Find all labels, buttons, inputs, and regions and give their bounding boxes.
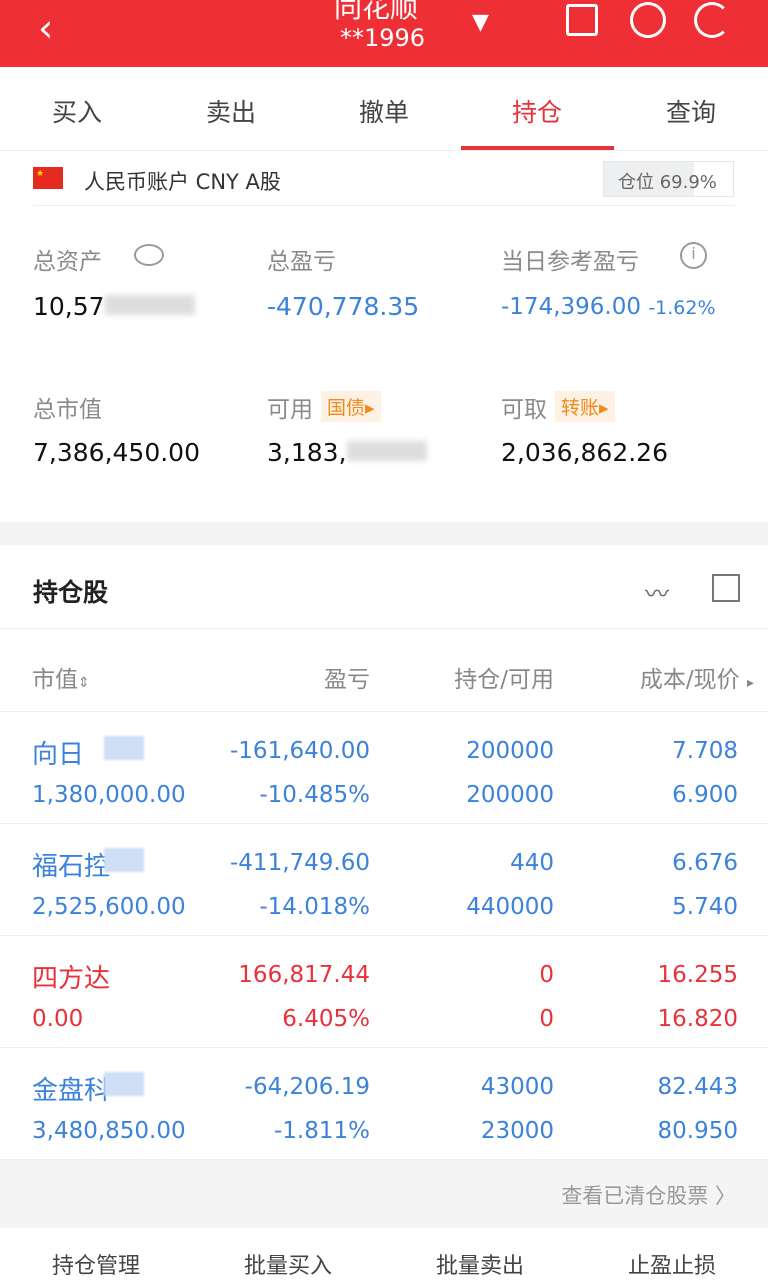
- total-assets-value: 10,57: [33, 292, 195, 321]
- holding-row[interactable]: 金盘科 3,480,850.00 -64,206.19 -1.811% 4300…: [0, 1048, 768, 1160]
- profit-loss-pct: 6.405%: [282, 1006, 370, 1032]
- withdrawable-value: 2,036,862.26: [501, 438, 668, 467]
- stop-profit-loss-button[interactable]: 止盈止损: [627, 1254, 716, 1279]
- holdings-title: 持仓股: [33, 578, 109, 607]
- divider: [0, 628, 768, 629]
- current-price: 80.950: [657, 1118, 738, 1144]
- eye-icon[interactable]: [134, 244, 164, 266]
- tab-holdings[interactable]: 持仓: [511, 98, 562, 127]
- profit-loss-pct: -10.485%: [259, 782, 370, 808]
- stock-name: 向日: [32, 740, 85, 770]
- current-price: 5.740: [672, 894, 738, 920]
- total-pl-value: -470,778.35: [267, 292, 420, 321]
- daily-pl-value: -174,396.00 -1.62%: [501, 294, 716, 320]
- privacy-mask: [104, 1072, 144, 1096]
- tab-sell[interactable]: 卖出: [205, 98, 256, 127]
- withdrawable-label: 可取 转账▸: [501, 390, 615, 424]
- position-badge: 仓位 69.9%: [603, 161, 734, 197]
- manage-holdings-button[interactable]: 持仓管理: [51, 1254, 140, 1279]
- cost-price: 82.443: [657, 1074, 738, 1100]
- share-icon[interactable]: [566, 4, 598, 36]
- profit-loss: 166,817.44: [238, 962, 370, 988]
- batch-sell-button[interactable]: 批量卖出: [435, 1254, 524, 1279]
- market-value: 2,525,600.00: [32, 894, 186, 920]
- market-value: 1,380,000.00: [32, 782, 186, 808]
- column-pl[interactable]: 盈亏: [324, 667, 370, 693]
- holding-qty: 200000: [466, 738, 554, 764]
- cn-flag-icon: ★: [33, 167, 63, 189]
- holding-row[interactable]: 向日 1,380,000.00 -161,640.00 -10.485% 200…: [0, 712, 768, 824]
- bar-chart-icon[interactable]: [712, 574, 740, 602]
- privacy-mask: [104, 848, 144, 872]
- account-dropdown-icon[interactable]: ▼: [472, 10, 489, 35]
- divider: [33, 205, 735, 206]
- column-position[interactable]: 持仓/可用: [454, 667, 554, 693]
- market-value: 3,480,850.00: [32, 1118, 186, 1144]
- back-icon[interactable]: ‹: [38, 6, 54, 50]
- privacy-mask: [104, 736, 144, 760]
- holding-qty: 440: [510, 850, 554, 876]
- app-title: 同花顺: [334, 0, 419, 24]
- sort-icon: ⇕: [78, 675, 90, 691]
- tab-bar: 买入 卖出 撤单 持仓 查询: [0, 67, 768, 151]
- holding-qty: 43000: [480, 1074, 554, 1100]
- active-tab-indicator: [461, 146, 614, 150]
- account-label: 人民币账户 CNY A股: [84, 170, 281, 194]
- profit-loss: -411,749.60: [230, 850, 370, 876]
- app-header: ‹ 同花顺 **1996 ▼: [0, 0, 768, 67]
- stock-name: 金盘科: [32, 1076, 111, 1106]
- tab-query[interactable]: 查询: [665, 98, 716, 127]
- column-header: 市值⇕ 盈亏 持仓/可用 成本/现价 ▸: [0, 628, 768, 712]
- holding-qty: 0: [539, 962, 554, 988]
- info-icon[interactable]: i: [680, 242, 707, 269]
- profit-loss-pct: -14.018%: [259, 894, 370, 920]
- available-qty: 440000: [466, 894, 554, 920]
- cost-price: 7.708: [672, 738, 738, 764]
- available-value: 3,183,: [267, 438, 427, 467]
- tab-buy[interactable]: 买入: [51, 98, 102, 127]
- total-pl-label: 总盈亏: [267, 249, 336, 275]
- column-cost-price[interactable]: 成本/现价 ▸: [639, 667, 754, 693]
- refresh-icon[interactable]: [694, 2, 730, 38]
- view-cleared-stocks-link[interactable]: 查看已清仓股票 〉: [561, 1184, 736, 1208]
- market-value: 7,386,450.00: [33, 438, 200, 467]
- cost-price: 16.255: [657, 962, 738, 988]
- holding-row[interactable]: 四方达 0.00 166,817.44 6.405% 0 0 16.255 16…: [0, 936, 768, 1048]
- search-icon[interactable]: [630, 2, 666, 38]
- stock-name: 福石控: [32, 852, 111, 882]
- current-price: 6.900: [672, 782, 738, 808]
- available-qty: 0: [539, 1006, 554, 1032]
- treasury-bond-button[interactable]: 国债▸: [321, 391, 381, 422]
- section-gap: [0, 522, 768, 545]
- batch-buy-button[interactable]: 批量买入: [243, 1254, 332, 1279]
- available-qty: 23000: [480, 1118, 554, 1144]
- cleared-section: 查看已清仓股票 〉: [0, 1160, 768, 1228]
- line-chart-icon[interactable]: 〰: [645, 580, 669, 608]
- market-value: 0.00: [32, 1006, 84, 1032]
- tab-cancel[interactable]: 撤单: [358, 98, 409, 127]
- profit-loss: -64,206.19: [244, 1074, 370, 1100]
- column-market-value[interactable]: 市值⇕: [32, 667, 90, 693]
- current-price: 16.820: [657, 1006, 738, 1032]
- available-label: 可用 国债▸: [267, 390, 381, 424]
- available-qty: 200000: [466, 782, 554, 808]
- stock-name: 四方达: [32, 964, 111, 994]
- market-value-label: 总市值: [33, 397, 102, 423]
- account-number: **1996: [340, 24, 426, 52]
- cost-price: 6.676: [672, 850, 738, 876]
- total-assets-label: 总资产: [33, 249, 102, 275]
- holding-row[interactable]: 福石控 2,525,600.00 -411,749.60 -14.018% 44…: [0, 824, 768, 936]
- chevron-right-icon: ▸: [746, 675, 754, 691]
- daily-pl-label: 当日参考盈亏: [501, 249, 639, 275]
- profit-loss-pct: -1.811%: [274, 1118, 370, 1144]
- transfer-button[interactable]: 转账▸: [555, 391, 615, 422]
- profit-loss: -161,640.00: [230, 738, 370, 764]
